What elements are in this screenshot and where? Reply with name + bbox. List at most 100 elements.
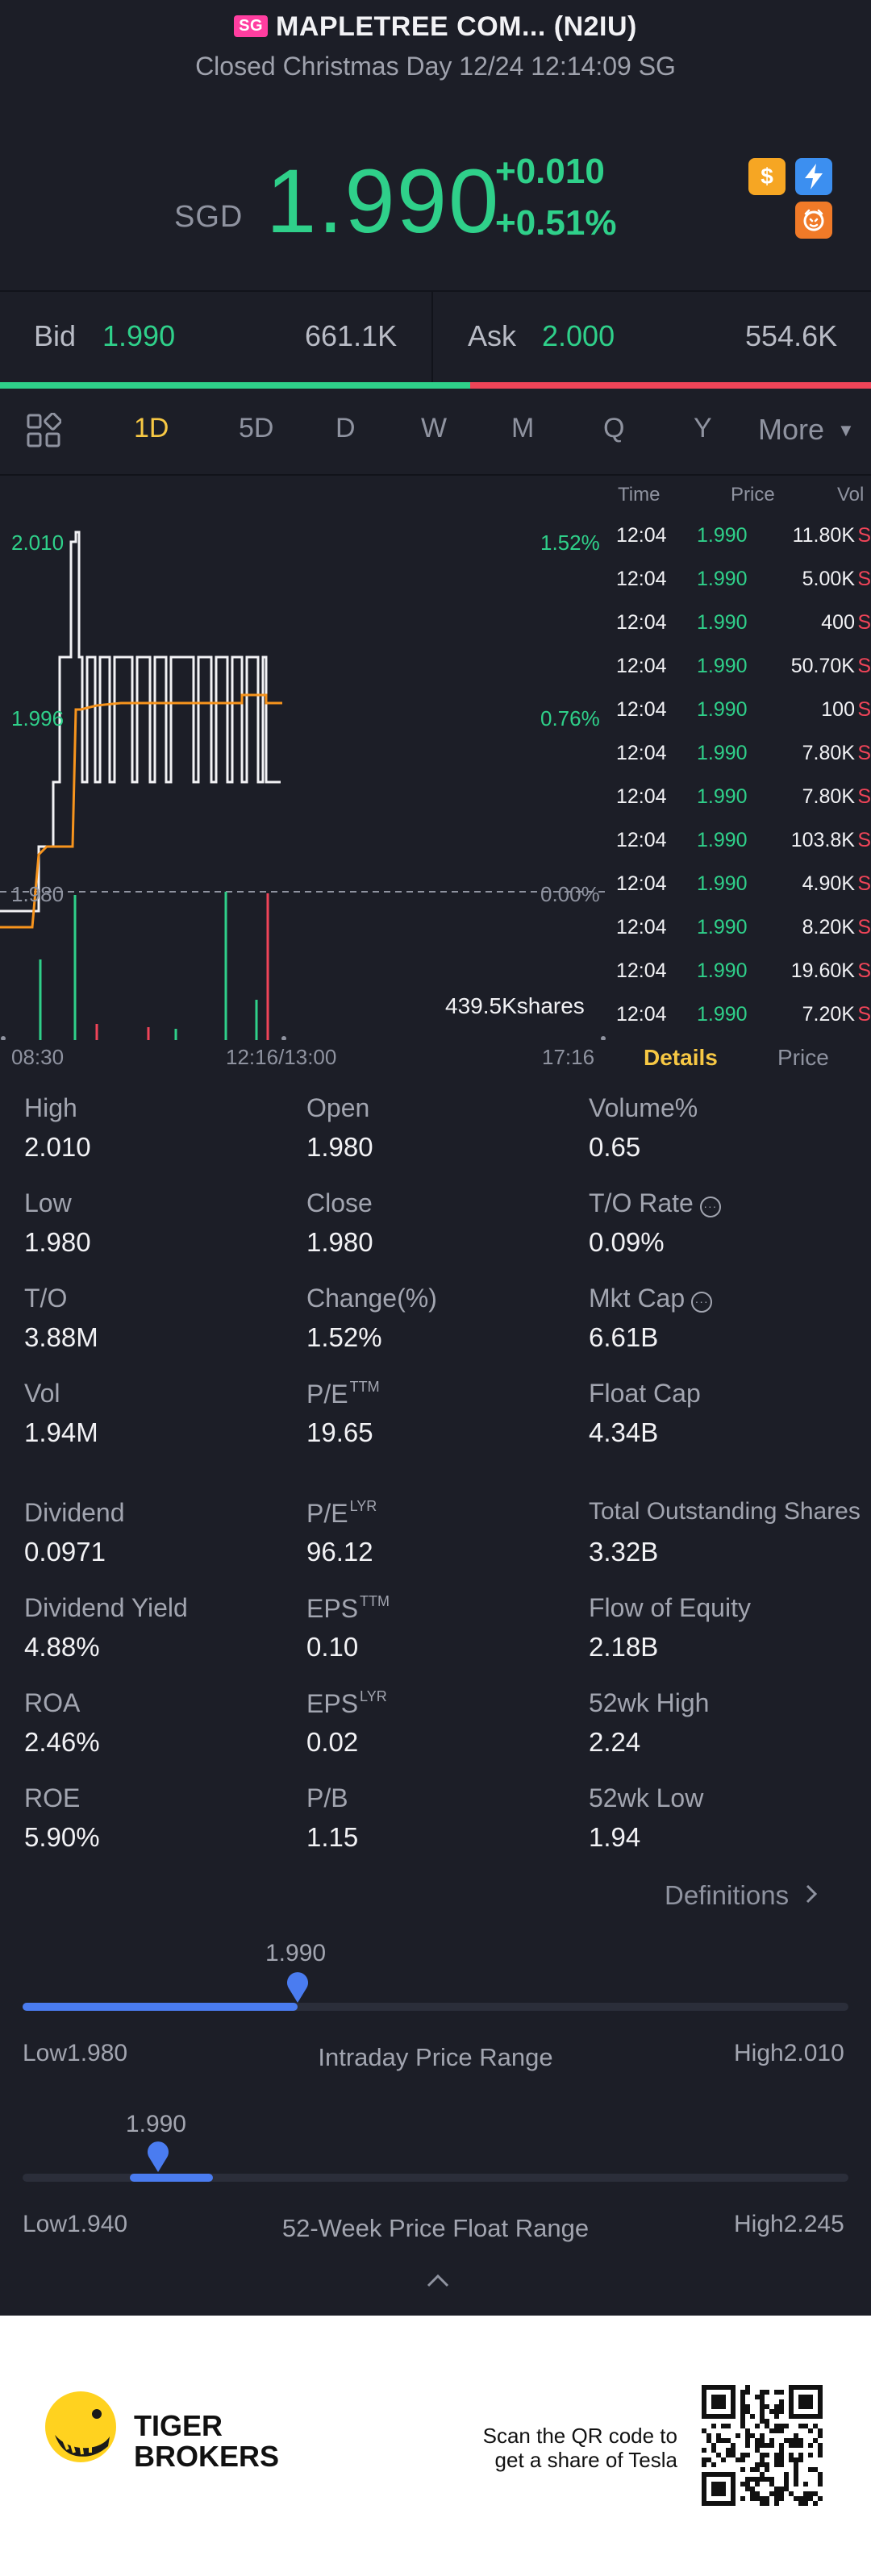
brand-name: TIGER BROKERS bbox=[134, 2411, 279, 2472]
tab-1d[interactable]: 1D bbox=[134, 413, 169, 443]
stat-label-pe-ttm: P/E TTM bbox=[306, 1379, 380, 1409]
stat-value-to-rate: 0.09% bbox=[589, 1227, 665, 1257]
currency-label: SGD bbox=[174, 200, 244, 234]
intraday-range-title: Intraday Price Range bbox=[318, 2043, 553, 2071]
week52-low: Low1.940 bbox=[23, 2211, 128, 2237]
week52-range-title: 52-Week Price Float Range bbox=[281, 2214, 590, 2242]
stat-value-pe-ttm: 19.65 bbox=[306, 1417, 373, 1447]
week52-high: High2.245 bbox=[734, 2211, 844, 2237]
trade-row: 12:04 1.990 50.70K S bbox=[616, 655, 871, 698]
chevron-right-icon bbox=[804, 1880, 819, 1910]
volume-bars bbox=[39, 892, 269, 1040]
tab-m[interactable]: M bbox=[511, 413, 535, 443]
trade-time: 12:04 bbox=[616, 655, 667, 677]
stat-label-roe: ROE bbox=[24, 1783, 81, 1812]
pct-tick-high: 1.52% bbox=[540, 531, 600, 555]
chevron-up-icon[interactable] bbox=[426, 2272, 450, 2292]
trade-price: 1.990 bbox=[697, 829, 748, 851]
promo-text: Scan the QR code to get a share of Tesla bbox=[452, 2424, 677, 2472]
divider bbox=[0, 474, 871, 476]
definitions-link[interactable]: Definitions bbox=[665, 1880, 819, 1911]
stat-label-dividend: Dividend bbox=[24, 1498, 125, 1527]
stat-value-eps-lyr: 0.02 bbox=[306, 1727, 359, 1757]
stat-label-volume-pct: Volume% bbox=[589, 1093, 698, 1122]
trade-side: S bbox=[857, 568, 871, 590]
ask-price: 2.000 bbox=[542, 319, 615, 352]
trade-side: S bbox=[857, 959, 871, 982]
stat-label-dividend-yield: Dividend Yield bbox=[24, 1593, 188, 1622]
trade-side: S bbox=[857, 1003, 871, 1026]
lightning-icon[interactable] bbox=[795, 158, 832, 195]
trade-volume: 8.20K bbox=[802, 916, 855, 938]
tab-w[interactable]: W bbox=[421, 413, 448, 443]
ask-volume-bar bbox=[470, 382, 871, 389]
stat-label-to-rate: T/O Rate ··· bbox=[589, 1188, 721, 1218]
y-tick-mid: 1.996 bbox=[11, 706, 65, 730]
tab-q[interactable]: Q bbox=[603, 413, 625, 443]
trade-volume: 100 bbox=[821, 698, 855, 721]
stat-value-float-cap: 4.34B bbox=[589, 1417, 659, 1447]
stat-value-total-outstanding: 3.32B bbox=[589, 1537, 659, 1567]
stat-label-eps-lyr: EPS LYR bbox=[306, 1688, 387, 1719]
intraday-range-fill bbox=[23, 2003, 298, 2011]
stat-label-eps-ttm: EPS TTM bbox=[306, 1593, 390, 1624]
trade-time: 12:04 bbox=[616, 829, 667, 851]
page-title: SG MAPLETREE COM... (N2IU) bbox=[0, 11, 871, 43]
trade-price: 1.990 bbox=[697, 785, 748, 808]
stat-value-volume-pct: 0.65 bbox=[589, 1132, 641, 1162]
tab-d[interactable]: D bbox=[335, 413, 356, 443]
x-tick-close: 17:16 bbox=[542, 1045, 595, 1069]
week52-range-value: 1.990 bbox=[125, 2111, 186, 2137]
trade-row: 12:04 1.990 5.00K S bbox=[616, 568, 871, 611]
stat-value-dividend-yield: 4.88% bbox=[24, 1632, 100, 1662]
eps-ttm-sup: TTM bbox=[360, 1593, 390, 1609]
stat-label-vol: Vol bbox=[24, 1379, 60, 1408]
trade-time: 12:04 bbox=[616, 742, 667, 764]
stat-label-mkt-cap: Mkt Cap ··· bbox=[589, 1284, 713, 1313]
tiger-icon[interactable] bbox=[795, 202, 832, 239]
bid-volume: 661.1K bbox=[305, 319, 398, 352]
eps-ttm-text: EPS bbox=[306, 1594, 359, 1623]
x-tick-open: 08:30 bbox=[11, 1045, 65, 1069]
pct-tick-mid: 0.76% bbox=[540, 706, 600, 730]
trade-row: 12:04 1.990 19.60K S bbox=[616, 959, 871, 1003]
trade-price: 1.990 bbox=[697, 568, 748, 590]
stat-value-52wk-low: 1.94 bbox=[589, 1822, 641, 1852]
stat-value-high: 2.010 bbox=[24, 1132, 91, 1162]
trade-time: 12:04 bbox=[616, 1003, 667, 1026]
tab-price[interactable]: Price bbox=[777, 1045, 829, 1070]
stat-label-flow-of-equity: Flow of Equity bbox=[589, 1593, 751, 1622]
tab-y[interactable]: Y bbox=[694, 413, 712, 443]
trade-side: S bbox=[857, 872, 871, 895]
ask-volume: 554.6K bbox=[745, 319, 838, 352]
trade-side: S bbox=[857, 698, 871, 721]
tab-details[interactable]: Details bbox=[644, 1045, 718, 1070]
trade-time: 12:04 bbox=[616, 698, 667, 721]
intraday-range-track bbox=[23, 2003, 848, 2011]
tab-more[interactable]: More ▼ bbox=[758, 413, 855, 447]
promo-footer: TIGER BROKERS Scan the QR code to get a … bbox=[0, 2316, 871, 2576]
stat-value-eps-ttm: 0.10 bbox=[306, 1632, 359, 1662]
trade-row: 12:04 1.990 400 S bbox=[616, 611, 871, 655]
stat-label-52wk-high: 52wk High bbox=[589, 1688, 710, 1717]
tab-5d[interactable]: 5D bbox=[239, 413, 274, 443]
more-info-icon[interactable]: ··· bbox=[699, 1196, 721, 1217]
stat-value-roe: 5.90% bbox=[24, 1822, 100, 1852]
trade-row: 12:04 1.990 100 S bbox=[616, 698, 871, 742]
bid-label: Bid bbox=[34, 319, 77, 352]
dollar-icon[interactable]: $ bbox=[748, 158, 786, 195]
stat-label-high: High bbox=[24, 1093, 77, 1122]
more-info-icon[interactable]: ··· bbox=[691, 1292, 713, 1313]
qr-code-icon[interactable] bbox=[702, 2385, 823, 2506]
trade-row: 12:04 1.990 7.20K S bbox=[616, 1003, 871, 1047]
trade-volume: 19.60K bbox=[790, 959, 855, 982]
trade-volume: 103.8K bbox=[790, 829, 855, 851]
grid-icon[interactable] bbox=[26, 412, 62, 452]
stat-value-mkt-cap: 6.61B bbox=[589, 1322, 659, 1352]
trade-price: 1.990 bbox=[697, 742, 748, 764]
trade-price: 1.990 bbox=[697, 611, 748, 634]
intraday-chart[interactable] bbox=[0, 476, 613, 1040]
market-badge: SG bbox=[234, 15, 269, 37]
trade-side: S bbox=[857, 611, 871, 634]
stat-label-open: Open bbox=[306, 1093, 370, 1122]
